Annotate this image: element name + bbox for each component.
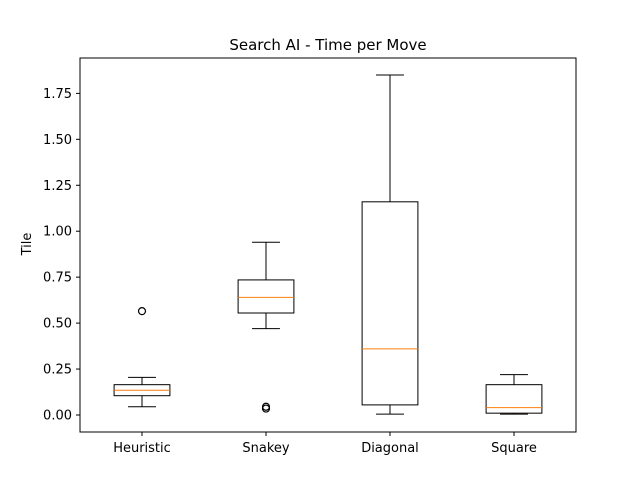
plot-area: 0.00 0.25 0.50 0.75 1.00 1.25 1.50 1.75 Heuristi… xyxy=(43,74,543,456)
box-snakey xyxy=(237,279,295,314)
box-square xyxy=(485,384,543,414)
outlier-point xyxy=(261,402,271,411)
y-tick-label: 1.75 xyxy=(43,87,72,102)
y-tick-label: 0.50 xyxy=(43,317,72,332)
y-tick-label: 1.00 xyxy=(43,225,72,240)
x-tick-label: Snakey xyxy=(242,441,290,456)
plot-frame xyxy=(79,57,577,433)
y-tick-label: 0.75 xyxy=(43,271,72,286)
x-tick-label: Square xyxy=(491,441,537,456)
chart-title: Search AI - Time per Move xyxy=(229,36,426,54)
y-axis-title: Tile xyxy=(20,233,35,257)
x-tick-label: Heuristic xyxy=(113,441,171,456)
outlier-point xyxy=(137,307,147,316)
box-diagonal xyxy=(361,201,419,406)
y-tick-label: 1.50 xyxy=(43,133,72,148)
x-tick-label: Diagonal xyxy=(361,441,419,456)
y-tick-label: 0.00 xyxy=(43,409,72,424)
y-tick-label: 0.25 xyxy=(43,363,72,378)
y-tick-label: 1.25 xyxy=(43,179,72,194)
